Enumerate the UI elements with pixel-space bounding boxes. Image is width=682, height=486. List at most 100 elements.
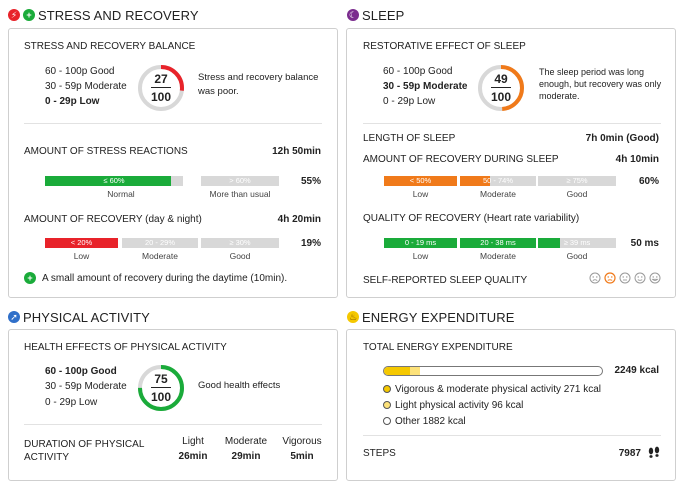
lightning-icon: ⚡ <box>8 9 20 21</box>
ring-svg <box>478 65 524 111</box>
seg-label-low: Low <box>412 189 429 199</box>
steps-label: STEPS <box>363 448 396 459</box>
recovery-duration: 4h 20min <box>277 214 321 225</box>
duration-vigorous: Vigorous 5min <box>275 436 329 462</box>
duration-col-value: 29min <box>231 451 261 462</box>
recovery-note: + A small amount of recovery during the … <box>24 272 287 284</box>
face-very-poor-icon <box>589 272 601 284</box>
sleep-card: RESTORATIVE EFFECT OF SLEEP 60 - 100p Go… <box>346 28 676 298</box>
seg-label-good: Good <box>566 189 588 199</box>
restorative-score-ring: 49 100 <box>476 63 526 113</box>
restorative-description: The sleep period was long enough, but re… <box>539 67 662 101</box>
energy-section-header: ♨ ENERGY EXPENDITURE <box>347 307 515 327</box>
quality-label-sub: (Heart rate variability) <box>483 213 580 224</box>
ring-max: 100 <box>490 90 512 104</box>
seg-label-low: Low <box>73 251 90 261</box>
health-description: Good health effects <box>198 380 281 391</box>
ring-max: 100 <box>150 90 172 104</box>
total-label: TOTAL ENERGY EXPENDITURE <box>363 342 513 353</box>
reactions-seg-more: > 60% <box>201 176 279 186</box>
energy-bar <box>383 366 603 376</box>
seg-label-low: Low <box>412 251 429 261</box>
ring-divider <box>151 87 171 88</box>
divider <box>24 123 322 124</box>
plus-icon: + <box>23 9 35 21</box>
reactions-fill <box>45 176 171 186</box>
legend-vigorous: Vigorous & moderate physical activity 27… <box>383 384 601 395</box>
duration-col-name: Light <box>182 436 204 447</box>
recovery-seg-low: < 20% <box>45 238 118 248</box>
rds-seg-low: < 50% <box>384 176 457 186</box>
legend-dot <box>383 385 391 393</box>
legend-text: Vigorous & moderate physical activity 27… <box>395 384 602 395</box>
duration-col-name: Vigorous <box>282 436 322 447</box>
scale-good: 60 - 100p Good <box>383 66 453 77</box>
rds-percent: 60% <box>638 176 659 187</box>
footprints-icon <box>648 446 660 458</box>
seg-label-moderate: Moderate <box>480 251 516 261</box>
duration-col-value: 26min <box>178 451 208 462</box>
recovery-label: AMOUNT OF RECOVERY (day & night) <box>24 214 202 225</box>
legend-light: Light physical activity 96 kcal <box>383 400 523 411</box>
moon-icon: ☾ <box>347 9 359 21</box>
legend-text: Other 1882 kcal <box>395 416 466 427</box>
section-title: SLEEP <box>362 7 405 23</box>
recovery-label-main: AMOUNT OF RECOVERY <box>24 214 143 225</box>
quality-seg-good-bg <box>538 238 616 248</box>
ring-score: 75 <box>154 372 168 386</box>
legend-text: Light physical activity 96 kcal <box>395 400 524 411</box>
stress-reactions-duration: 12h 50min <box>272 146 321 157</box>
scale-good: 60 - 100p Good <box>45 66 115 77</box>
recovery-percent: 19% <box>300 238 321 249</box>
duration-col-name: Moderate <box>224 436 268 447</box>
scale-good: 60 - 100p Good <box>45 366 117 377</box>
ring-divider <box>151 387 171 388</box>
recovery-seg-good: ≥ 30% <box>201 238 279 248</box>
divider <box>363 435 661 436</box>
activity-section-header: ➚ PHYSICAL ACTIVITY <box>8 307 150 327</box>
energy-bar-vigorous <box>384 367 410 375</box>
activity-card: HEALTH EFFECTS OF PHYSICAL ACTIVITY 60 -… <box>8 329 338 481</box>
stress-card: STRESS AND RECOVERY BALANCE 60 - 100p Go… <box>8 28 338 298</box>
scale-low: 0 - 29p Low <box>45 397 98 408</box>
length-label: LENGTH OF SLEEP <box>363 133 456 144</box>
face-good-icon <box>634 272 646 284</box>
quality-seg-low: 0 - 19 ms <box>384 238 457 248</box>
reactions-seg-normal-label: ≤ 60% <box>103 176 125 185</box>
flame-icon: ♨ <box>347 311 359 323</box>
seg-label-moderate: Moderate <box>142 251 178 261</box>
quality-label-main: QUALITY OF RECOVERY <box>363 213 481 224</box>
energy-card: TOTAL ENERGY EXPENDITURE 2249 kcal Vigor… <box>346 329 676 481</box>
ring-score: 27 <box>154 72 168 86</box>
sleep-quality-faces <box>589 272 661 284</box>
quality-seg-moderate: 20 - 38 ms <box>460 238 536 248</box>
scale-low: 0 - 29p Low <box>45 96 100 107</box>
health-score-ring: 75 100 <box>136 363 186 413</box>
sleep-section-header: ☾ SLEEP <box>347 5 404 25</box>
recovery-seg-moderate: 20 - 29% <box>122 238 198 248</box>
rds-seg-good: ≥ 75% <box>538 176 616 186</box>
seg-label-moderate: Moderate <box>480 189 516 199</box>
scale-moderate: 30 - 59p Moderate <box>45 381 127 392</box>
scale-moderate: 30 - 59p Moderate <box>383 81 468 92</box>
seg-label-normal: Normal <box>107 189 135 199</box>
ring-svg <box>138 65 184 111</box>
rds-seg-moderate: 50 - 74% <box>482 176 514 185</box>
legend-dot <box>383 401 391 409</box>
steps-value: 7987 <box>618 448 641 459</box>
section-title: ENERGY EXPENDITURE <box>362 309 515 325</box>
running-icon: ➚ <box>8 311 20 323</box>
divider <box>363 123 661 124</box>
self-reported-label: SELF-REPORTED SLEEP QUALITY <box>363 275 528 286</box>
seg-label-good: Good <box>566 251 588 261</box>
recovery-during-label: AMOUNT OF RECOVERY DURING SLEEP <box>363 154 559 165</box>
ring-svg <box>138 365 184 411</box>
quality-seg-good-fill <box>538 238 560 248</box>
divider <box>24 424 322 425</box>
legend-dot <box>383 417 391 425</box>
face-very-good-icon <box>649 272 661 284</box>
quality-label: QUALITY OF RECOVERY (Heart rate variabil… <box>363 213 579 224</box>
legend-other: Other 1882 kcal <box>383 416 466 427</box>
rds-seg-moderate-fill <box>460 176 490 186</box>
restorative-label: RESTORATIVE EFFECT OF SLEEP <box>363 41 526 52</box>
